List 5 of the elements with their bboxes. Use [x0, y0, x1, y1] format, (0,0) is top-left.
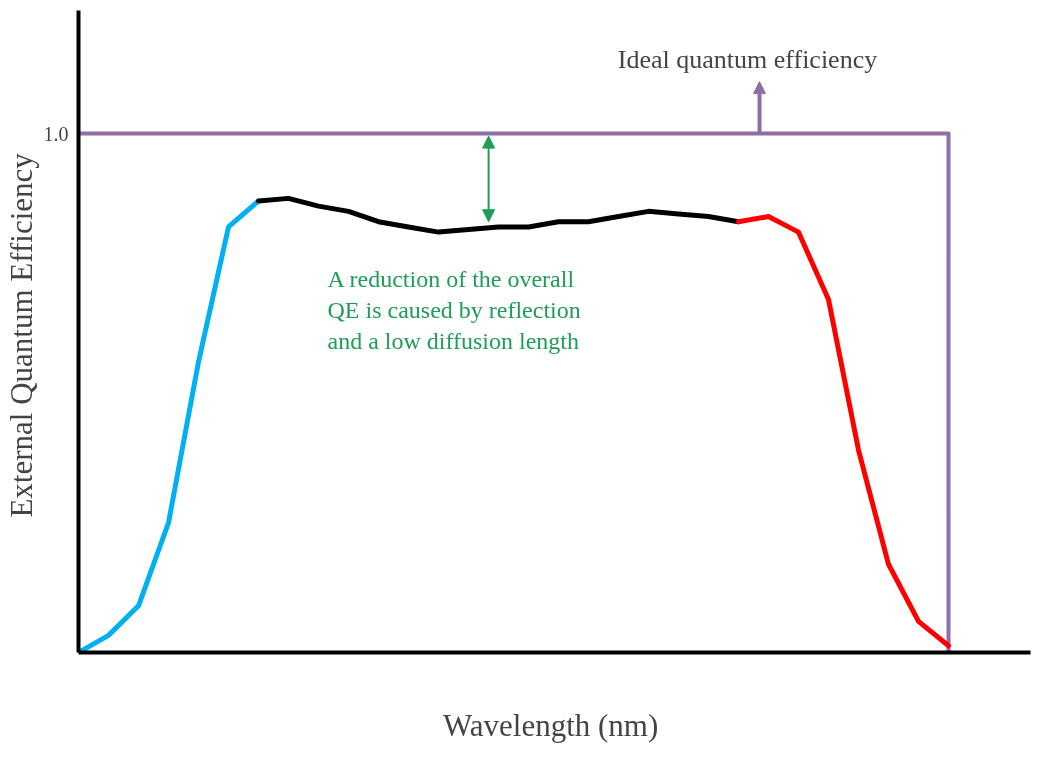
y-axis-title: External Quantum Efficiency [3, 152, 39, 518]
x-axis-title: Wavelength (nm) [442, 707, 659, 743]
annotation: A reduction of the overall QE is caused by reflection and a low diffusion length [327, 265, 581, 355]
annotation: 1.0 [43, 122, 69, 145]
annotation: Ideal quantum efficiency [617, 44, 878, 74]
